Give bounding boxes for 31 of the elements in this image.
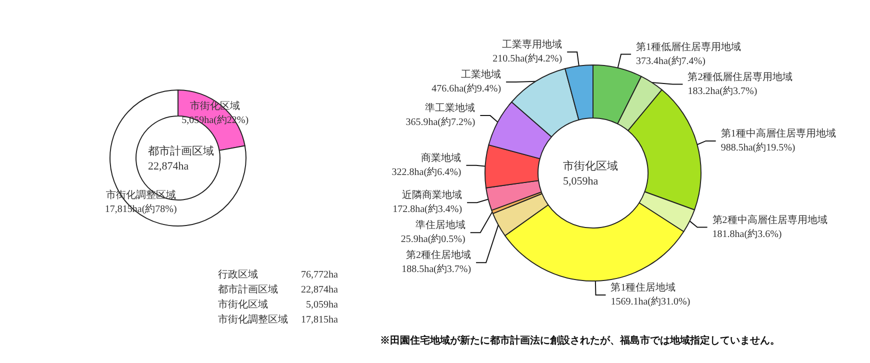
slice-label: 第2種住居地域 — [406, 249, 472, 262]
text: 都市計画区域 22,874ha — [218, 284, 338, 296]
slice-label: 第2種低層住居専用地域 — [688, 70, 793, 83]
data-label: 183.2ha(約3.7%) — [688, 86, 758, 97]
data-label: 373.4ha(約7.4%) — [636, 56, 706, 67]
text: 市街化区域 5,059ha — [563, 160, 618, 188]
data-label: 181.8ha(約3.6%) — [712, 228, 782, 240]
data-label: 322.8ha(約6.4%) — [392, 166, 462, 178]
slice-label: 工業地域 — [461, 68, 502, 81]
data-label: 988.5ha(約19.5%) — [720, 142, 796, 154]
data-label: 1569.1ha(約31.0%) — [610, 296, 690, 308]
slice-label: 工業専用地域 — [502, 38, 562, 51]
slice-label: 準工業地域 — [425, 102, 476, 114]
text: 都市計画区域 22,874ha — [148, 144, 214, 172]
slice-label: 第1種住居地域 — [610, 281, 676, 294]
data-label: 365.9ha(約7.2%) — [406, 117, 476, 128]
text: 行政区域 76,772ha — [218, 270, 338, 280]
data-label: 25.9ha(約0.5%) — [400, 234, 466, 246]
data-label: 172.8ha(約3.4%) — [392, 204, 462, 216]
slice-label: 第1種中高層住居専用地域 — [720, 127, 836, 140]
text: 市街化区域 5,059ha — [218, 300, 338, 310]
data-label: 476.6ha(約9.4%) — [432, 84, 502, 95]
text: ※田園住宅地域が新たに都市計画法に創設されたが、福島市では地域指定していません。 — [380, 334, 780, 346]
slice-label: 第1種低層住居専用地域 — [636, 40, 742, 53]
data-label: 210.5ha(約4.2%) — [492, 54, 562, 65]
data-label: 188.5ha(約3.7%) — [402, 264, 472, 276]
slice-label: 近隣商業地域 — [402, 189, 462, 202]
text: 市街化調整区域 17,815ha — [218, 314, 338, 326]
slice-label: 準住居地域 — [415, 219, 466, 232]
slice-label: 商業地域 — [421, 152, 462, 164]
slice-label: 第2種中高層住居専用地域 — [712, 214, 828, 226]
